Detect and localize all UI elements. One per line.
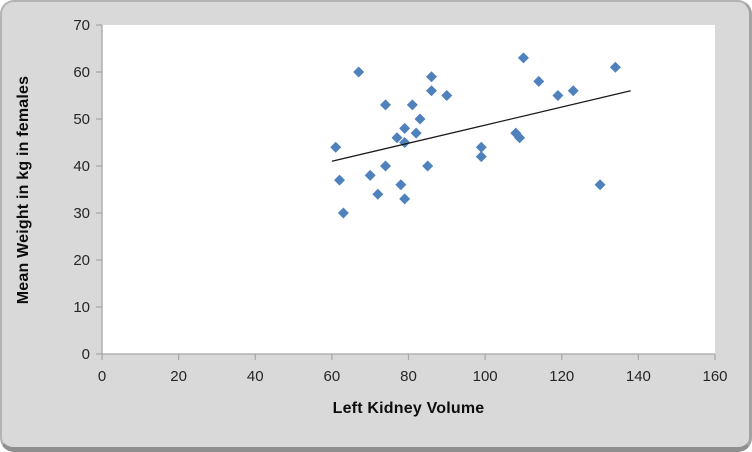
data-point bbox=[533, 75, 545, 87]
x-tick-label: 60 bbox=[324, 368, 341, 385]
data-point bbox=[334, 174, 346, 186]
data-point bbox=[406, 99, 418, 111]
y-tick-label: 60 bbox=[73, 64, 90, 81]
y-tick-label: 50 bbox=[73, 111, 90, 128]
y-tick-label: 20 bbox=[73, 252, 90, 269]
y-tick-label: 70 bbox=[73, 17, 90, 34]
data-point bbox=[391, 132, 403, 144]
x-tick-label: 140 bbox=[626, 368, 651, 385]
x-tick-label: 40 bbox=[247, 368, 264, 385]
data-point bbox=[517, 52, 529, 64]
data-point bbox=[399, 193, 411, 205]
data-point bbox=[514, 132, 526, 144]
data-point bbox=[410, 127, 422, 139]
data-point bbox=[395, 179, 407, 191]
data-point bbox=[337, 207, 349, 219]
data-point bbox=[399, 122, 411, 134]
x-tick-label: 100 bbox=[473, 368, 498, 385]
x-tick-label: 20 bbox=[170, 368, 187, 385]
data-point bbox=[414, 113, 426, 125]
plot-area bbox=[102, 25, 715, 354]
data-point bbox=[441, 90, 453, 101]
data-point bbox=[364, 169, 376, 181]
y-tick-label: 0 bbox=[82, 346, 90, 363]
data-point bbox=[552, 90, 564, 101]
data-point bbox=[567, 85, 579, 97]
data-point bbox=[380, 99, 392, 111]
y-tick-label: 10 bbox=[73, 299, 90, 316]
data-point bbox=[609, 61, 621, 73]
y-tick-label: 30 bbox=[73, 205, 90, 222]
data-point bbox=[475, 151, 487, 163]
y-axis-title: Mean Weight in kg in females bbox=[15, 75, 32, 305]
data-point bbox=[475, 141, 487, 153]
data-point bbox=[425, 71, 437, 83]
x-axis-title: Left Kidney Volume bbox=[332, 400, 485, 417]
data-point bbox=[372, 188, 384, 200]
data-point bbox=[330, 141, 342, 153]
y-tick-label: 40 bbox=[73, 158, 90, 175]
x-tick-label: 160 bbox=[702, 368, 727, 385]
x-tick-label: 80 bbox=[400, 368, 417, 385]
trendline bbox=[331, 90, 631, 162]
data-point bbox=[422, 160, 434, 172]
x-tick-label: 0 bbox=[98, 368, 106, 385]
x-tick-label: 120 bbox=[549, 368, 574, 385]
data-point bbox=[594, 179, 606, 191]
data-point bbox=[380, 160, 392, 172]
data-point bbox=[425, 85, 437, 97]
data-point bbox=[353, 66, 365, 78]
